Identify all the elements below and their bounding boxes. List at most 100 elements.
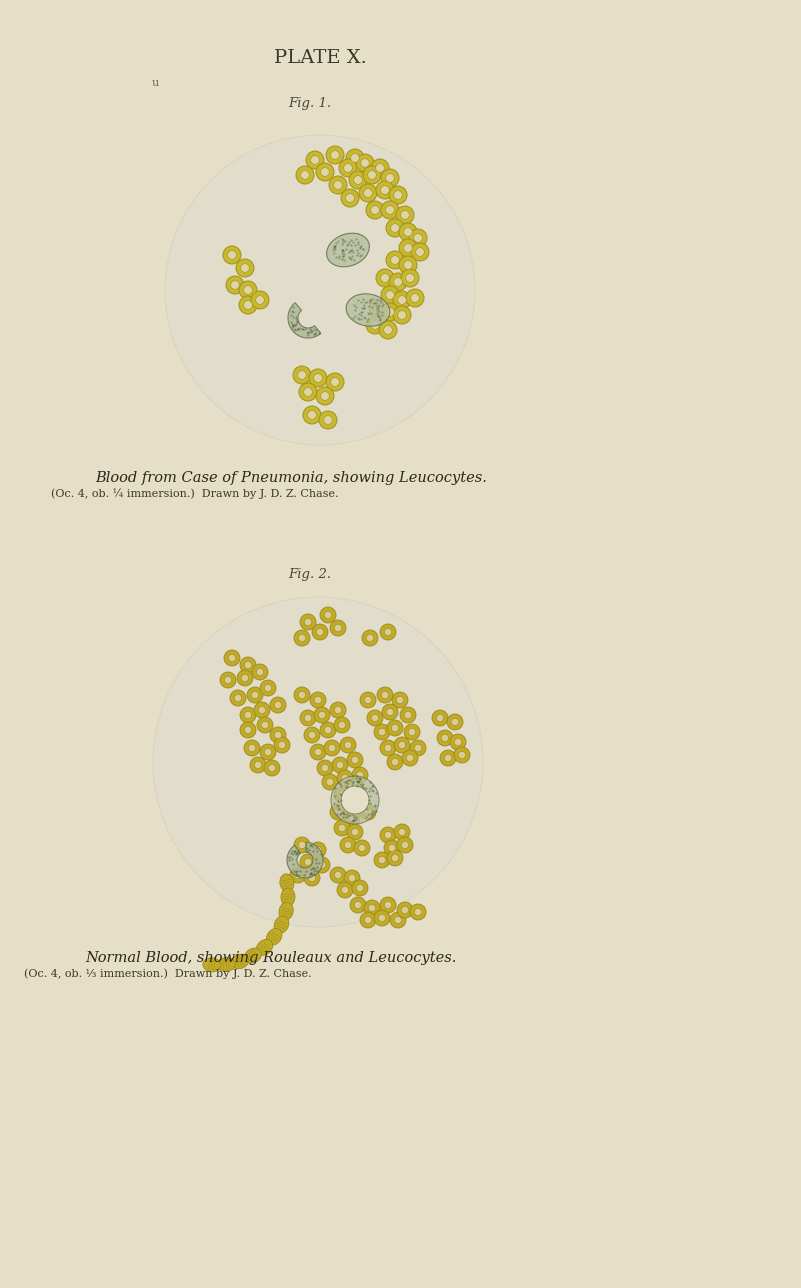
Circle shape [454, 738, 461, 746]
Circle shape [326, 374, 344, 392]
Circle shape [336, 761, 344, 769]
Circle shape [388, 845, 396, 851]
Circle shape [392, 692, 408, 708]
Circle shape [231, 281, 239, 290]
Circle shape [350, 784, 366, 800]
Circle shape [321, 764, 328, 772]
Circle shape [379, 321, 397, 339]
Circle shape [404, 260, 413, 269]
Circle shape [310, 744, 326, 760]
Circle shape [341, 189, 359, 207]
Circle shape [334, 717, 350, 733]
Circle shape [366, 201, 384, 219]
Circle shape [316, 386, 334, 404]
Circle shape [437, 715, 444, 721]
Circle shape [312, 623, 328, 640]
Circle shape [295, 872, 302, 878]
Circle shape [334, 625, 341, 631]
Circle shape [363, 166, 381, 184]
Circle shape [308, 732, 316, 738]
Circle shape [247, 687, 263, 703]
Circle shape [360, 692, 376, 708]
Circle shape [341, 774, 348, 782]
Circle shape [338, 721, 345, 729]
Circle shape [340, 737, 356, 753]
Text: Fig. 2.: Fig. 2. [288, 568, 332, 581]
Circle shape [260, 680, 276, 696]
Circle shape [399, 223, 417, 241]
Text: Fig. 1.: Fig. 1. [288, 97, 332, 109]
Circle shape [275, 702, 282, 708]
Circle shape [290, 867, 306, 884]
Circle shape [399, 256, 417, 274]
Circle shape [330, 620, 346, 636]
Ellipse shape [203, 958, 221, 971]
Circle shape [264, 748, 272, 756]
Circle shape [304, 715, 312, 721]
Circle shape [398, 742, 405, 748]
Circle shape [372, 715, 379, 721]
Circle shape [236, 259, 254, 277]
Circle shape [244, 286, 252, 295]
Circle shape [300, 710, 316, 726]
Circle shape [384, 831, 392, 838]
Circle shape [299, 635, 306, 641]
Circle shape [235, 694, 242, 702]
Circle shape [354, 788, 361, 796]
Circle shape [244, 741, 260, 756]
Circle shape [311, 156, 320, 165]
Circle shape [352, 756, 359, 764]
Circle shape [352, 828, 359, 836]
Circle shape [334, 820, 350, 836]
Circle shape [224, 676, 231, 684]
Circle shape [347, 752, 363, 768]
Circle shape [380, 273, 389, 282]
Circle shape [380, 185, 389, 194]
Circle shape [381, 169, 399, 187]
Circle shape [165, 135, 475, 444]
Circle shape [223, 246, 241, 264]
Circle shape [387, 850, 403, 866]
Circle shape [320, 607, 336, 623]
Ellipse shape [280, 873, 294, 891]
Text: (Oc. 4, ob. ⅓ immersion.)  Drawn by J. D. Z. Chase.: (Oc. 4, ob. ⅓ immersion.) Drawn by J. D.… [24, 969, 312, 979]
Circle shape [299, 692, 306, 698]
Circle shape [153, 598, 483, 927]
Circle shape [304, 869, 320, 886]
Circle shape [364, 188, 372, 197]
Circle shape [264, 760, 280, 775]
Circle shape [371, 158, 389, 176]
Circle shape [386, 708, 393, 716]
Circle shape [380, 827, 396, 844]
Circle shape [364, 916, 372, 923]
Circle shape [346, 149, 364, 167]
Circle shape [306, 151, 324, 169]
Circle shape [334, 180, 342, 189]
Circle shape [380, 896, 396, 913]
Circle shape [320, 392, 329, 401]
Ellipse shape [256, 939, 272, 956]
Circle shape [239, 281, 257, 299]
Ellipse shape [346, 294, 390, 326]
Circle shape [322, 774, 338, 790]
Circle shape [447, 714, 463, 730]
Circle shape [409, 229, 427, 247]
Circle shape [385, 308, 394, 317]
Circle shape [299, 841, 306, 849]
Circle shape [316, 164, 334, 182]
Circle shape [329, 176, 347, 194]
Circle shape [275, 732, 282, 738]
Circle shape [228, 654, 235, 662]
Circle shape [337, 882, 353, 898]
Circle shape [230, 690, 246, 706]
Circle shape [261, 721, 268, 729]
Circle shape [354, 902, 361, 908]
Circle shape [356, 772, 364, 779]
Circle shape [250, 757, 266, 773]
Circle shape [348, 875, 356, 881]
Ellipse shape [267, 929, 282, 945]
Circle shape [409, 729, 416, 735]
Circle shape [394, 737, 410, 753]
Circle shape [244, 726, 252, 734]
Circle shape [452, 719, 459, 725]
